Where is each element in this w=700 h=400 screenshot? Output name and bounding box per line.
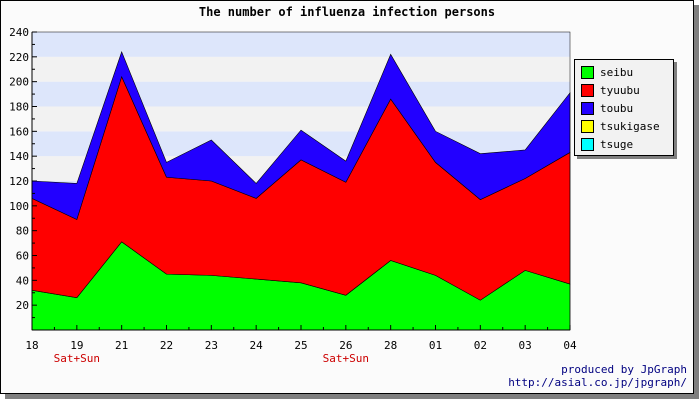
x-tick-label: 28 bbox=[384, 339, 397, 352]
legend-item-tsukigase: tsukigase bbox=[581, 117, 669, 135]
legend-swatch bbox=[581, 83, 594, 97]
x-tick-label: 19 bbox=[70, 339, 83, 352]
y-tick-label: 60 bbox=[16, 250, 29, 263]
y-tick-label: 160 bbox=[9, 125, 29, 138]
x-tick-label: 25 bbox=[294, 339, 307, 352]
y-tick-label: 200 bbox=[9, 76, 29, 89]
chart-plot: 20 40 60 80 100 120 140 160 180 200 220 240 18 19 21 22… bbox=[9, 26, 577, 365]
chart-frame: The number of influenza infection person… bbox=[0, 0, 694, 394]
x-tick-label: 22 bbox=[160, 339, 173, 352]
x-tick-label: 26 bbox=[339, 339, 352, 352]
grid-band bbox=[32, 32, 570, 57]
footer-url[interactable]: http://asial.co.jp/jpgraph/ bbox=[508, 376, 687, 389]
x-tick-label: 03 bbox=[519, 339, 532, 352]
y-tick-label: 220 bbox=[9, 51, 29, 64]
y-tick-label: 40 bbox=[16, 274, 29, 287]
x-tick-label: 21 bbox=[115, 339, 128, 352]
legend-label: tsukigase bbox=[600, 119, 660, 133]
y-tick-label: 20 bbox=[16, 299, 29, 312]
x-tick-label: 23 bbox=[205, 339, 218, 352]
x-tick-label: 18 bbox=[25, 339, 38, 352]
weekend-label: Sat+Sun bbox=[54, 352, 100, 365]
legend-label: tsuge bbox=[600, 137, 634, 151]
legend-swatch bbox=[581, 65, 594, 79]
footer: produced by JpGraph http://asial.co.jp/j… bbox=[508, 363, 687, 389]
y-tick-label: 120 bbox=[9, 175, 29, 188]
y-tick-label: 100 bbox=[9, 200, 29, 213]
footer-credit: produced by JpGraph bbox=[561, 363, 687, 376]
x-tick-label: 24 bbox=[250, 339, 264, 352]
legend-item-tyuubu: tyuubu bbox=[581, 81, 669, 99]
weekend-label: Sat+Sun bbox=[323, 352, 369, 365]
x-tick-label: 01 bbox=[429, 339, 442, 352]
legend-swatch bbox=[581, 137, 594, 151]
y-tick-label: 240 bbox=[9, 26, 29, 39]
legend-label: toubu bbox=[600, 101, 634, 115]
legend-item-toubu: toubu bbox=[581, 99, 669, 117]
legend-item-seibu: seibu bbox=[581, 63, 669, 81]
y-tick-label: 140 bbox=[9, 150, 29, 163]
legend-swatch bbox=[581, 119, 594, 133]
legend: seibu tyuubu toubu tsukigase tsuge bbox=[574, 59, 674, 156]
x-tick-label: 04 bbox=[563, 339, 577, 352]
legend-label: seibu bbox=[600, 65, 634, 79]
x-tick-label: 02 bbox=[474, 339, 487, 352]
y-tick-label: 180 bbox=[9, 101, 29, 114]
legend-item-tsuge: tsuge bbox=[581, 135, 669, 153]
y-tick-label: 80 bbox=[16, 225, 29, 238]
legend-swatch bbox=[581, 101, 594, 115]
chart-title: The number of influenza infection person… bbox=[198, 5, 496, 19]
legend-label: tyuubu bbox=[600, 83, 640, 97]
